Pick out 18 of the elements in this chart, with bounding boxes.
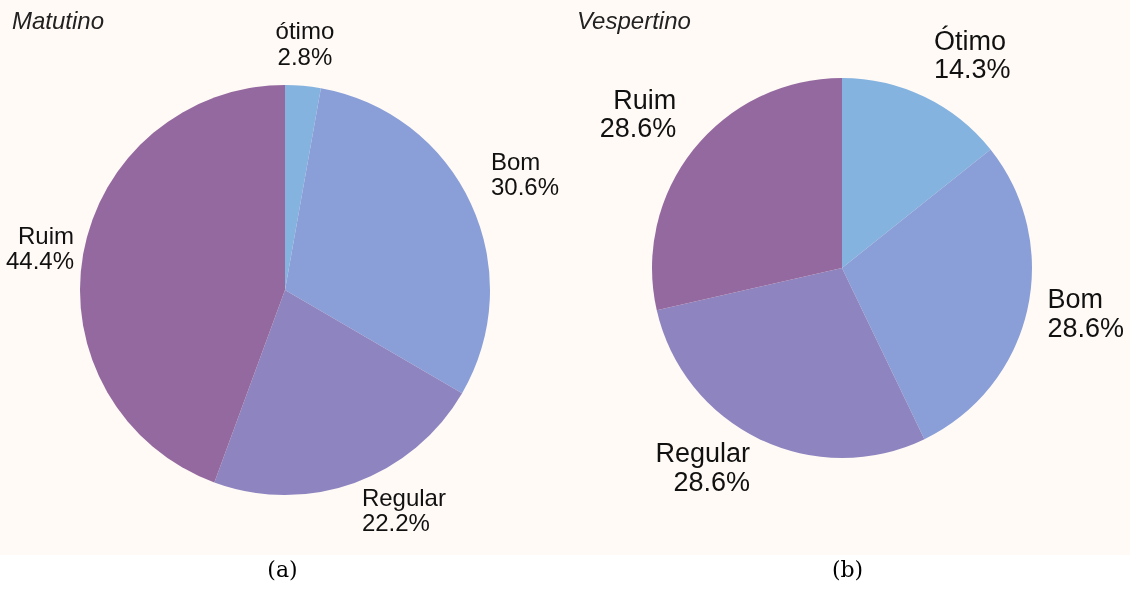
slice-label: ótimo <box>275 17 335 45</box>
slice-label: Ruim <box>613 84 677 115</box>
data-label: 14.3% <box>933 54 1011 85</box>
chart-title: Vespertino <box>577 6 691 34</box>
slice-label: Bom <box>1047 284 1103 315</box>
slice-label: Ruim <box>18 222 75 250</box>
data-label: 44.4% <box>5 247 75 275</box>
data-label: 2.8% <box>277 42 333 70</box>
data-label: 30.6% <box>490 173 560 201</box>
chart-title: Matutino <box>12 6 105 34</box>
slice-label: Regular <box>361 484 446 512</box>
slice-label: Bom <box>490 148 541 176</box>
slice-label: Ótimo <box>933 25 1006 57</box>
data-label: 28.6% <box>1047 312 1125 343</box>
slice-label: Regular <box>655 438 751 469</box>
data-label: 28.6% <box>599 113 677 144</box>
text: (a) <box>266 556 299 584</box>
text: (b) <box>830 556 865 584</box>
